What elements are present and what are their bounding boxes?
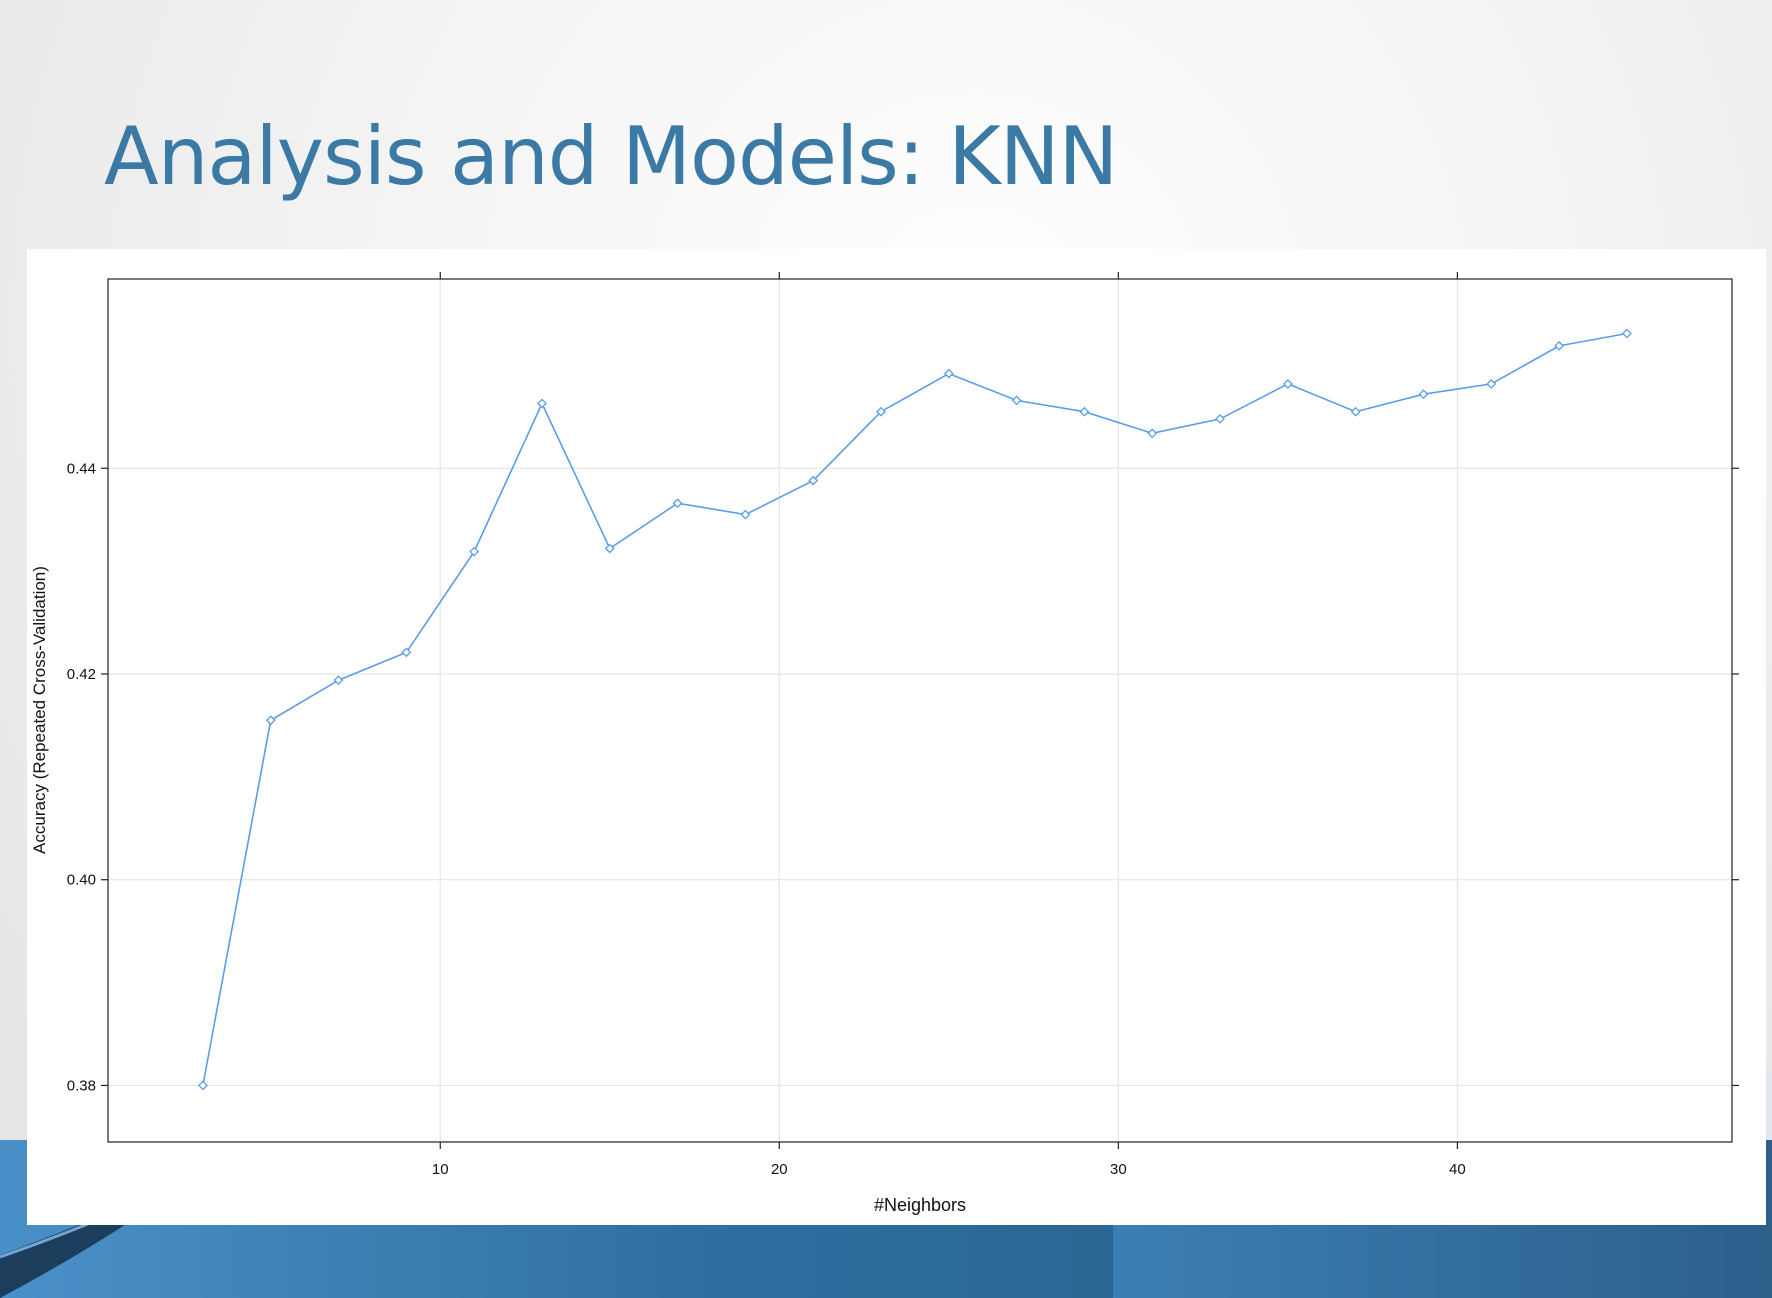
slide-title: Analysis and Models: KNN (104, 110, 1118, 203)
data-point (876, 406, 886, 417)
y-axis-label: Accuracy (Repeated Cross-Validation) (30, 566, 49, 854)
data-point (1350, 406, 1361, 417)
data-point (265, 715, 276, 726)
x-axis-label: #Neighbors (874, 1195, 966, 1215)
x-tick-label: 10 (432, 1161, 449, 1178)
data-point (1486, 378, 1497, 389)
data-point (1079, 406, 1090, 417)
y-tick-label: 0.44 (67, 460, 96, 477)
data-point (1147, 428, 1158, 439)
series (198, 328, 1632, 1091)
data-point (1418, 389, 1429, 400)
data-point (333, 675, 344, 686)
data-point (401, 647, 412, 658)
plot-frame (107, 278, 1733, 1143)
chart-panel: 10 20 30 40 0.38 0.40 0.42 0.44 #Neighbors Accu… (27, 249, 1766, 1225)
data-point (1011, 395, 1022, 406)
data-point (808, 475, 819, 486)
axis-ticks: 10 20 30 40 0.38 0.40 0.42 0.44 (67, 272, 1739, 1178)
data-point (672, 498, 683, 509)
right-edge-strip (1766, 1070, 1772, 1140)
data-point (1554, 340, 1565, 351)
x-tick-label: 40 (1449, 1161, 1466, 1178)
data-point (469, 546, 480, 557)
x-tick-label: 20 (771, 1161, 788, 1178)
data-point (740, 509, 751, 520)
data-point (537, 398, 547, 409)
series-line (202, 332, 1628, 1086)
data-point (1282, 378, 1293, 389)
knn-accuracy-chart: 10 20 30 40 0.38 0.40 0.42 0.44 #Neighbors Accu… (30, 272, 1739, 1215)
y-tick-label: 0.42 (67, 666, 96, 683)
data-point (943, 368, 954, 379)
y-tick-label: 0.38 (67, 1077, 96, 1094)
x-tick-label: 30 (1110, 1161, 1127, 1178)
data-point (198, 1080, 208, 1091)
y-tick-label: 0.40 (67, 872, 96, 889)
data-point (604, 543, 615, 554)
grid-lines (108, 279, 1732, 1142)
data-point (1215, 413, 1225, 424)
data-point (1621, 328, 1632, 339)
